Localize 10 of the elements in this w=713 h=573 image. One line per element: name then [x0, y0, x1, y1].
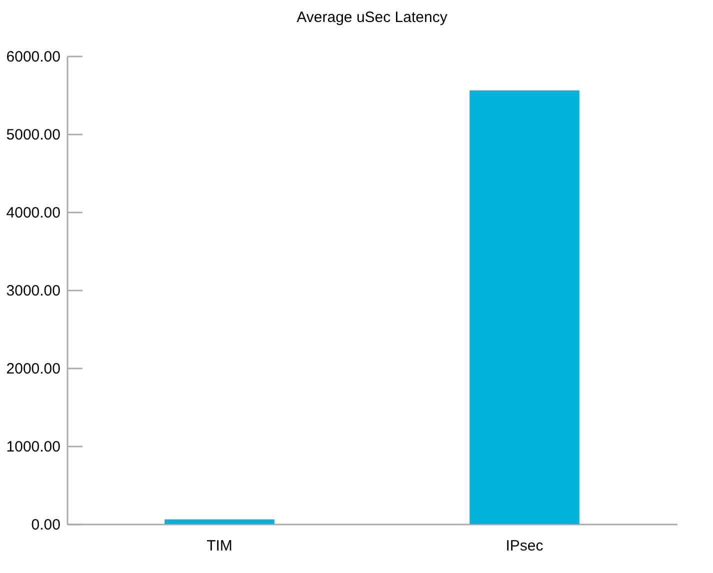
y-tick-label: 6000.00	[6, 48, 60, 66]
y-tick-label: 4000.00	[6, 204, 60, 222]
y-tick-label: 0.00	[31, 516, 60, 534]
y-tick-label: 1000.00	[6, 438, 60, 456]
y-tick-label: 2000.00	[6, 360, 60, 378]
chart-title: Average uSec Latency	[296, 9, 448, 26]
x-tick-label: IPsec	[506, 538, 544, 554]
y-tick-label: 5000.00	[6, 126, 60, 144]
y-tick-label: 3000.00	[6, 282, 60, 300]
x-tick-label: TIM	[206, 538, 232, 554]
